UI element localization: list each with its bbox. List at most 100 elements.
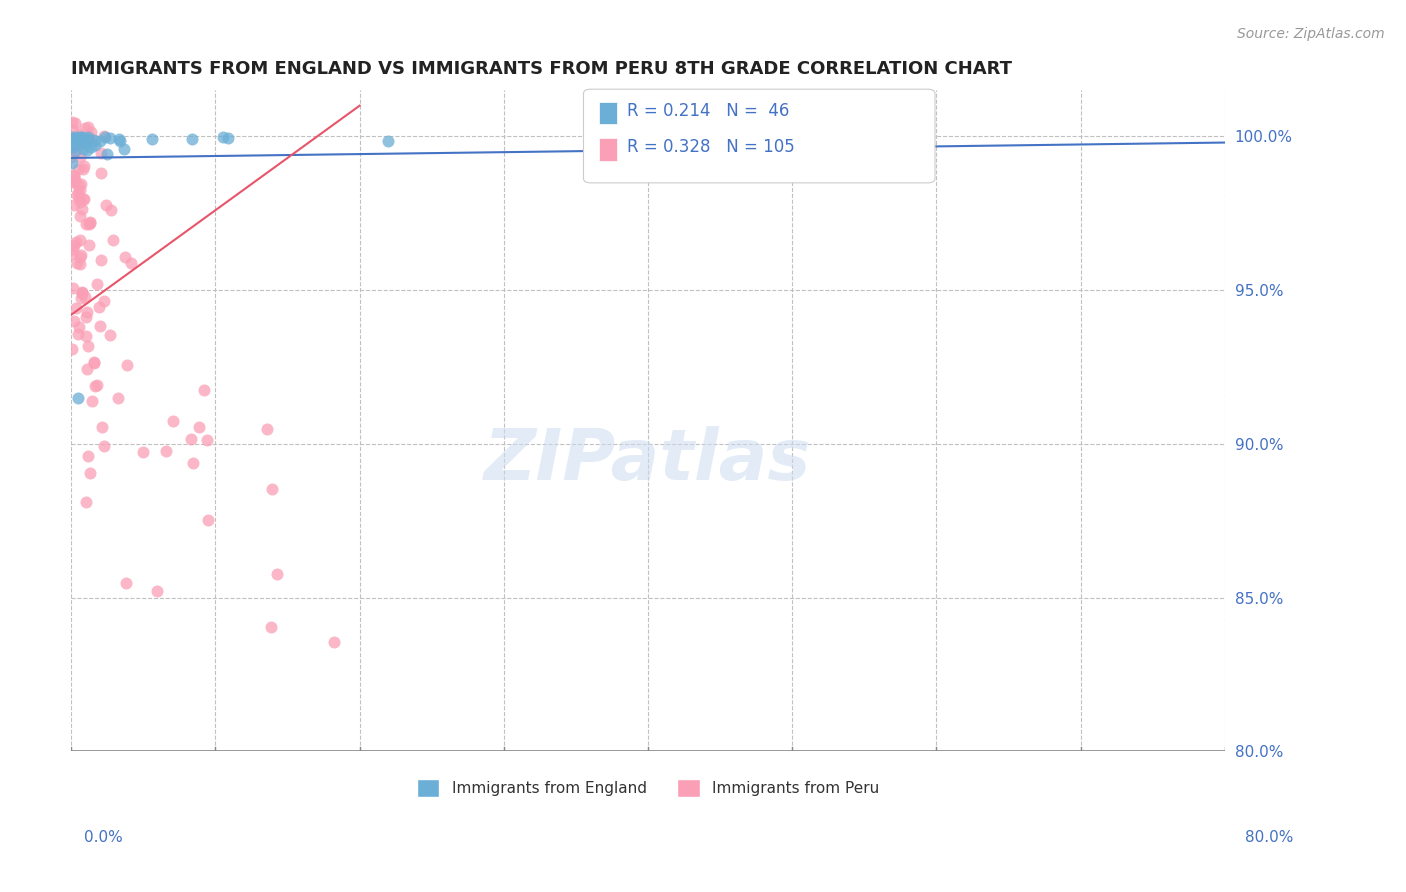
- Legend: Immigrants from England, Immigrants from Peru: Immigrants from England, Immigrants from…: [411, 772, 886, 804]
- Point: [87, 300, 110, 314]
- Text: ZIPatlas: ZIPatlas: [484, 426, 811, 495]
- Point: [63, 168, 86, 182]
- Point: [115, 575, 138, 590]
- Point: [146, 584, 169, 599]
- Point: [112, 143, 135, 157]
- Point: [75, 495, 97, 509]
- Point: [60, 115, 83, 129]
- Point: [83, 355, 105, 369]
- Point: [67, 185, 90, 199]
- Point: [77, 238, 100, 252]
- Point: [69, 209, 91, 223]
- Point: [63, 198, 86, 212]
- Point: [79, 140, 101, 154]
- Point: [115, 358, 138, 372]
- Text: 80.0%: 80.0%: [1246, 830, 1294, 845]
- Point: [73, 131, 96, 145]
- Point: [377, 135, 399, 149]
- Point: [67, 127, 90, 141]
- Point: [63, 173, 86, 187]
- Point: [90, 252, 112, 267]
- Point: [72, 131, 94, 145]
- Point: [60, 130, 83, 145]
- Point: [73, 159, 96, 173]
- Point: [260, 620, 283, 634]
- Point: [89, 134, 111, 148]
- Point: [853, 135, 876, 149]
- Point: [69, 182, 91, 196]
- Point: [62, 132, 84, 146]
- Point: [72, 142, 94, 156]
- Point: [60, 150, 83, 164]
- Point: [75, 329, 97, 343]
- Point: [60, 138, 83, 153]
- Point: [73, 135, 96, 149]
- Point: [62, 175, 84, 189]
- Point: [69, 250, 91, 264]
- Point: [67, 178, 90, 192]
- Point: [72, 285, 94, 300]
- Point: [195, 433, 218, 447]
- Point: [73, 120, 96, 135]
- Point: [90, 146, 112, 161]
- Point: [98, 328, 121, 343]
- Point: [86, 277, 108, 291]
- Point: [66, 138, 89, 153]
- Point: [77, 130, 100, 145]
- Point: [75, 135, 97, 149]
- Point: [75, 135, 97, 149]
- Point: [181, 131, 204, 145]
- Point: [62, 343, 84, 357]
- Point: [77, 338, 100, 352]
- Point: [89, 318, 111, 333]
- Point: [76, 143, 98, 157]
- Point: [77, 120, 100, 134]
- Point: [70, 292, 93, 306]
- Point: [76, 130, 98, 145]
- Point: [86, 378, 108, 392]
- Point: [197, 513, 219, 527]
- Point: [101, 233, 124, 247]
- Point: [75, 290, 97, 304]
- Point: [69, 233, 91, 247]
- Point: [70, 248, 93, 262]
- Point: [76, 362, 98, 376]
- Text: 0.0%: 0.0%: [84, 830, 124, 845]
- Point: [75, 218, 97, 232]
- Point: [100, 202, 122, 217]
- Text: R = 0.328   N = 105: R = 0.328 N = 105: [627, 138, 794, 156]
- Point: [69, 257, 91, 271]
- Text: IMMIGRANTS FROM ENGLAND VS IMMIGRANTS FROM PERU 8TH GRADE CORRELATION CHART: IMMIGRANTS FROM ENGLAND VS IMMIGRANTS FR…: [72, 60, 1012, 78]
- Point: [79, 216, 101, 230]
- Point: [94, 129, 117, 144]
- Point: [90, 166, 112, 180]
- Point: [110, 134, 132, 148]
- Point: [72, 132, 94, 146]
- Point: [93, 128, 115, 143]
- Point: [76, 305, 98, 319]
- Point: [114, 251, 136, 265]
- Point: [108, 132, 131, 146]
- Point: [83, 138, 105, 153]
- Point: [84, 379, 107, 393]
- Point: [76, 449, 98, 463]
- Point: [91, 420, 114, 434]
- Point: [66, 132, 89, 146]
- Point: [256, 422, 278, 436]
- Point: [63, 314, 86, 328]
- Point: [181, 456, 204, 470]
- Point: [93, 293, 115, 308]
- Point: [96, 147, 118, 161]
- Point: [65, 235, 87, 249]
- Point: [73, 192, 96, 206]
- Point: [72, 192, 94, 206]
- Point: [217, 131, 239, 145]
- Point: [79, 466, 101, 480]
- Point: [93, 439, 115, 453]
- Point: [262, 483, 284, 497]
- Point: [65, 116, 87, 130]
- Point: [67, 162, 90, 177]
- Point: [69, 135, 91, 149]
- Point: [69, 133, 91, 147]
- Point: [66, 326, 89, 341]
